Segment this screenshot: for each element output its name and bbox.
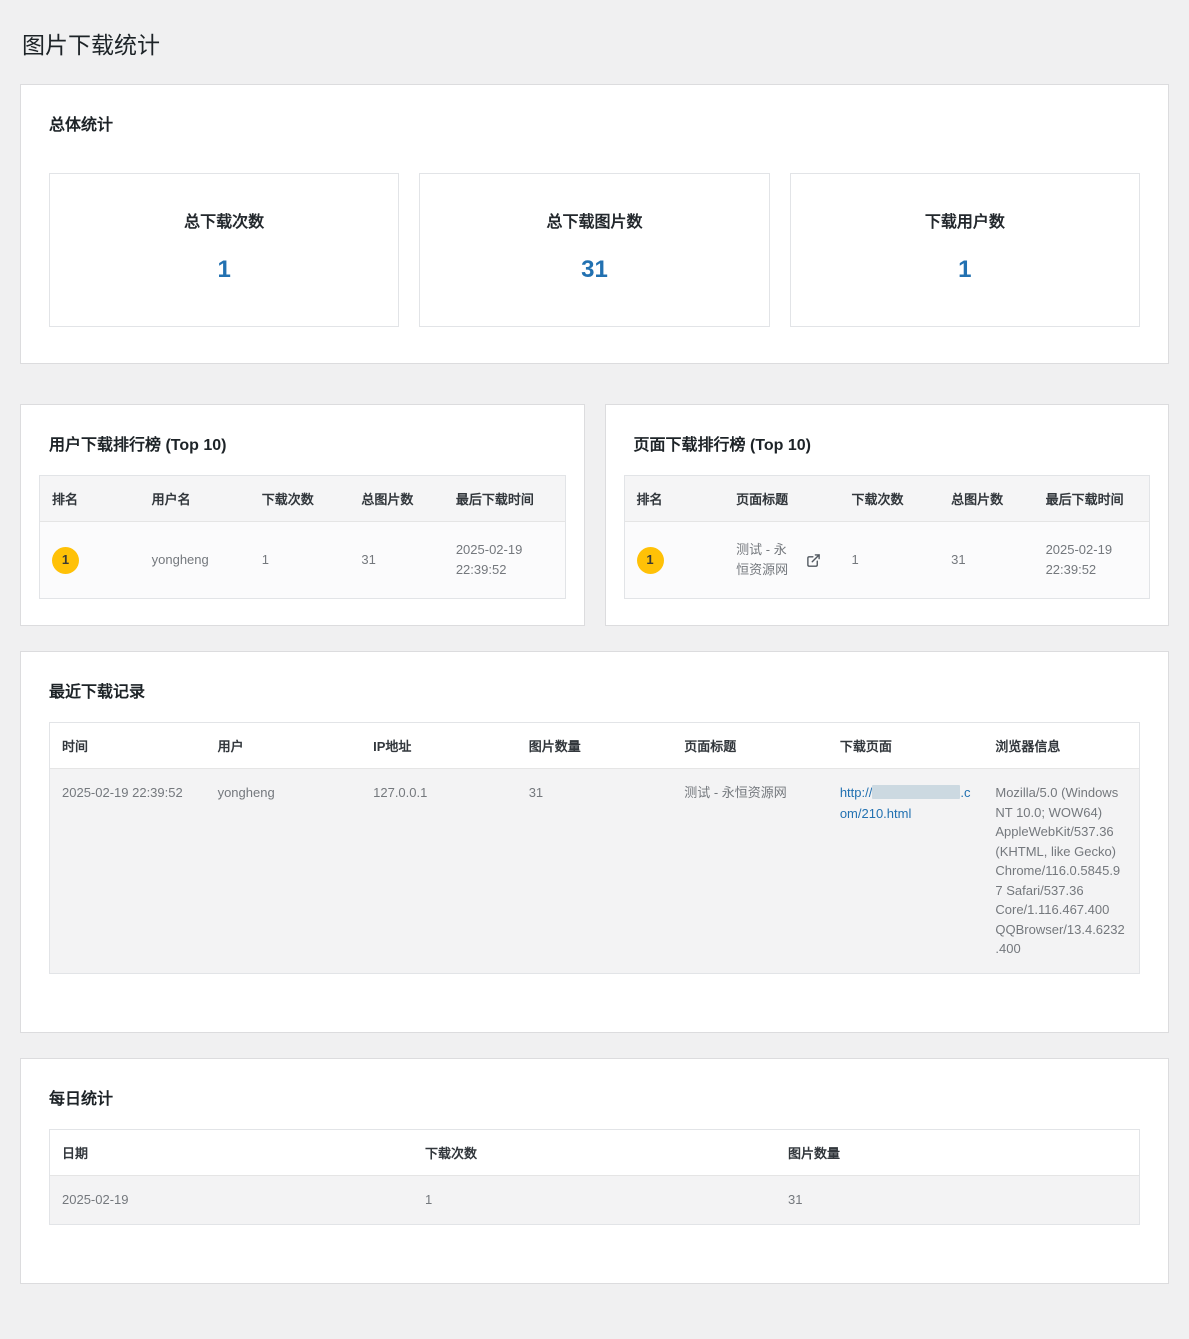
daily-stats-table: 日期 下载次数 图片数量 2025-02-19 1 31 — [50, 1129, 1139, 1224]
image-count-cell: 31 — [528, 785, 544, 801]
page-ranking-table: 排名 页面标题 下载次数 总图片数 最后下载时间 1 测试 - 永恒资源网 — [624, 476, 1149, 599]
column-header-username: 用户名 — [139, 476, 250, 522]
table-header-row: 排名 用户名 下载次数 总图片数 最后下载时间 — [40, 476, 565, 522]
username-cell: yongheng — [151, 552, 209, 568]
stat-value: 31 — [581, 256, 608, 283]
date-cell: 2025-02-19 — [62, 1191, 129, 1207]
table-header-row: 时间 用户 IP地址 图片数量 页面标题 下载页面 浏览器信息 — [50, 723, 1139, 769]
daily-stats-title: 每日统计 — [49, 1090, 114, 1108]
column-header-image-count: 总图片数 — [349, 476, 444, 522]
column-header-date: 日期 — [50, 1129, 413, 1176]
column-header-browser-info: 浏览器信息 — [983, 723, 1139, 769]
user-ranking-title: 用户下载排行榜 (Top 10) — [49, 437, 227, 454]
page-title: 图片下载统计 — [22, 32, 160, 58]
external-link-icon — [806, 553, 821, 568]
download-count-cell: 1 — [261, 552, 270, 568]
column-header-download-count: 下载次数 — [839, 476, 940, 522]
page-ranking-title: 页面下载排行榜 (Top 10) — [633, 437, 811, 454]
column-header-download-page: 下载页面 — [827, 723, 984, 769]
last-download-time-cell: 2025-02-19 22:39:52 — [1045, 542, 1113, 578]
page-ranking-card: 页面下载排行榜 (Top 10) 排名 页面标题 下载次数 总图片数 最后下载时… — [604, 404, 1169, 627]
column-header-rank: 排名 — [40, 476, 140, 522]
user-cell: yongheng — [217, 785, 275, 801]
recent-downloads-table: 时间 用户 IP地址 图片数量 页面标题 下载页面 浏览器信息 2025-02-… — [50, 723, 1139, 973]
url-suffix: .com/210.html — [839, 785, 971, 822]
image-count-cell: 31 — [361, 552, 376, 568]
column-header-download-count: 下载次数 — [413, 1129, 776, 1176]
ip-cell: 127.0.0.1 — [373, 785, 428, 801]
image-count-cell: 31 — [788, 1191, 803, 1207]
table-row: 1 测试 - 永恒资源网 — [624, 521, 1149, 599]
stat-box-total-images: 总下载图片数 31 — [419, 173, 770, 327]
download-count-cell: 1 — [425, 1191, 433, 1207]
recent-downloads-card: 最近下载记录 时间 用户 IP地址 图片数量 页面标题 下载页面 浏览器信息 2… — [20, 651, 1169, 1033]
table-header-row: 排名 页面标题 下载次数 总图片数 最后下载时间 — [624, 476, 1149, 522]
url-prefix: http:// — [839, 785, 873, 801]
column-header-image-count: 图片数量 — [516, 723, 673, 769]
stat-box-download-users: 下载用户数 1 — [789, 173, 1140, 327]
column-header-rank: 排名 — [624, 476, 725, 522]
table-header-row: 日期 下载次数 图片数量 — [50, 1129, 1139, 1176]
column-header-page-title: 页面标题 — [672, 723, 828, 769]
column-header-download-count: 下载次数 — [249, 476, 350, 522]
image-count-cell: 31 — [951, 552, 966, 568]
column-header-ip: IP地址 — [361, 723, 517, 769]
user-ranking-table: 排名 用户名 下载次数 总图片数 最后下载时间 1 yongheng 1 31 … — [40, 476, 565, 599]
stat-label: 总下载图片数 — [546, 214, 643, 231]
column-header-last-time: 最后下载时间 — [443, 476, 565, 522]
recent-downloads-title: 最近下载记录 — [49, 684, 146, 702]
table-row: 2025-02-19 1 31 — [50, 1175, 1139, 1224]
column-header-time: 时间 — [50, 723, 206, 769]
table-row: 2025-02-19 22:39:52 yongheng 127.0.0.1 3… — [50, 768, 1139, 973]
browser-info-cell: Mozilla/5.0 (Windows NT 10.0; WOW64) App… — [995, 785, 1125, 957]
download-count-cell: 1 — [851, 552, 859, 568]
column-header-image-count: 图片数量 — [776, 1129, 1139, 1176]
last-download-time-cell: 2025-02-19 22:39:52 — [455, 542, 523, 578]
overall-stats-title: 总体统计 — [49, 117, 114, 134]
user-ranking-card: 用户下载排行榜 (Top 10) 排名 用户名 下载次数 总图片数 最后下载时间… — [20, 404, 585, 627]
page-title-link[interactable]: 测试 - 永恒资源网 — [736, 540, 821, 580]
download-page-link[interactable]: http://.com/210.html — [839, 785, 971, 822]
ranking-row: 用户下载排行榜 (Top 10) 排名 用户名 下载次数 总图片数 最后下载时间… — [20, 404, 1169, 627]
column-header-image-count: 总图片数 — [939, 476, 1034, 522]
table-row: 1 yongheng 1 31 2025-02-19 22:39:52 — [40, 521, 565, 599]
rank-badge: 1 — [636, 546, 664, 574]
stat-label: 总下载次数 — [184, 214, 265, 231]
page-title-cell: 测试 - 永恒资源网 — [684, 785, 787, 801]
rank-badge: 1 — [52, 546, 79, 574]
column-header-last-time: 最后下载时间 — [1033, 476, 1149, 522]
redacted-url-segment — [872, 785, 961, 800]
page-title-text: 测试 - 永恒资源网 — [736, 542, 789, 578]
stat-value: 1 — [217, 256, 231, 283]
stat-label: 下载用户数 — [924, 214, 1005, 231]
time-cell: 2025-02-19 22:39:52 — [62, 785, 183, 801]
stat-box-total-downloads: 总下载次数 1 — [49, 173, 400, 327]
column-header-page-title: 页面标题 — [724, 476, 840, 522]
stats-grid: 总下载次数 1 总下载图片数 31 下载用户数 1 — [49, 173, 1140, 327]
stat-value: 1 — [958, 256, 972, 283]
column-header-user: 用户 — [205, 723, 362, 769]
overall-stats-card: 总体统计 总下载次数 1 总下载图片数 31 下载用户数 1 — [20, 84, 1169, 364]
